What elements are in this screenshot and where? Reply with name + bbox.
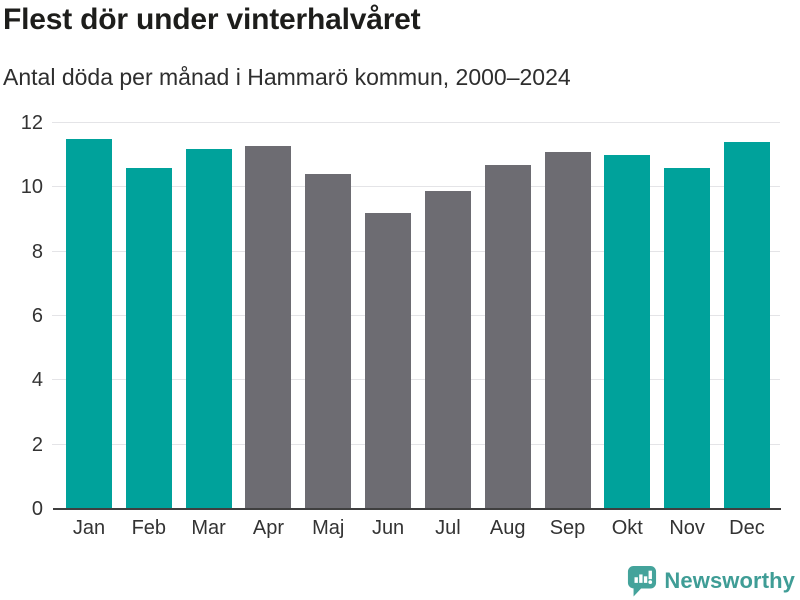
bar-jun — [365, 213, 412, 509]
x-tick-label-nov: Nov — [669, 517, 705, 539]
chart-subtitle: Antal döda per månad i Hammarö kommun, 2… — [3, 64, 571, 90]
chart-title: Flest dör under vinterhalvåret — [3, 3, 421, 36]
bar-series — [52, 123, 780, 509]
y-tick-label-0: 0 — [31, 498, 43, 520]
x-tick-label-jun: Jun — [371, 517, 405, 539]
bar-feb — [125, 168, 172, 509]
bar-jan — [66, 139, 112, 509]
gridline-y4 — [52, 379, 780, 381]
gridline-y10 — [52, 186, 780, 188]
x-axis-line — [53, 507, 781, 510]
bar-apr — [245, 145, 292, 509]
bar-jul — [424, 190, 471, 509]
x-tick-label-dec: Dec — [729, 517, 765, 539]
bar-dec — [723, 142, 770, 509]
bar-aug — [484, 164, 531, 509]
bar-nov — [664, 168, 711, 509]
x-tick-label-aug: Aug — [489, 517, 526, 539]
x-tick-label-maj: Maj — [312, 517, 345, 539]
gridline-y12 — [52, 122, 780, 123]
x-axis-labels: Jan Feb Mar Apr Maj Jun Jul Aug Sep Okt Nov Dec — [52, 517, 780, 540]
y-tick-label-8: 8 — [31, 240, 43, 263]
bar-okt — [604, 155, 651, 509]
y-tick-label-6: 6 — [31, 305, 43, 327]
x-tick-label-okt: Okt — [611, 517, 643, 539]
x-tick-label-jul: Jul — [435, 517, 461, 539]
x-tick-label-mar: Mar — [191, 517, 226, 539]
y-tick-label-10: 10 — [20, 176, 43, 199]
newsworthy-speech-bubble-chart-icon — [628, 566, 657, 597]
x-tick-label-feb: Feb — [131, 517, 167, 539]
y-tick-label-2: 2 — [31, 433, 43, 456]
y-tick-label-4: 4 — [31, 369, 43, 392]
brand-footer: Newsworthy — [627, 565, 795, 597]
x-tick-label-jan: Jan — [72, 517, 106, 539]
bar-sep — [544, 151, 591, 509]
bar-maj — [305, 174, 352, 509]
x-tick-label-sep: Sep — [549, 517, 586, 539]
gridline-y8 — [52, 250, 780, 252]
brand-name: Newsworthy — [664, 568, 795, 593]
bar-mar — [185, 148, 232, 509]
x-tick-label-apr: Apr — [252, 517, 284, 539]
y-axis-labels: 0 2 4 6 8 10 12 — [0, 112, 43, 520]
gridline-y2 — [52, 443, 780, 445]
y-tick-label-12: 12 — [20, 112, 43, 134]
gridline-y6 — [52, 315, 780, 316]
plot-area — [52, 122, 781, 510]
